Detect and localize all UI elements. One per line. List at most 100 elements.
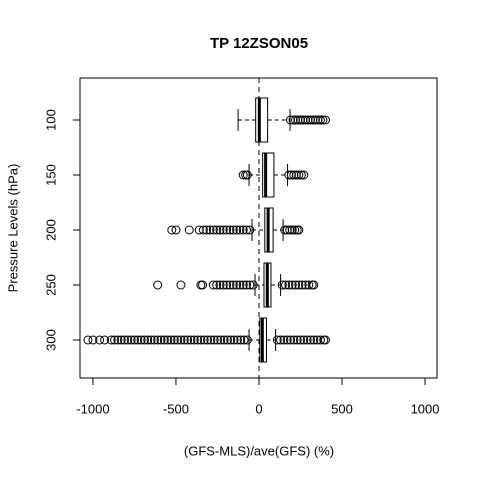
outlier	[320, 335, 330, 345]
outlier	[286, 335, 296, 345]
outlier	[149, 335, 159, 345]
outlier	[95, 335, 105, 345]
outlier	[296, 170, 306, 180]
outlier	[183, 335, 193, 345]
outlier	[291, 115, 301, 125]
outlier	[113, 335, 123, 345]
outlier	[83, 335, 93, 345]
outlier	[315, 115, 325, 125]
outlier	[226, 335, 236, 345]
outlier	[305, 335, 315, 345]
outlier	[189, 335, 199, 345]
outlier	[193, 335, 203, 345]
outlier	[276, 335, 286, 345]
outlier	[235, 280, 245, 290]
outlier	[209, 335, 219, 345]
outlier	[239, 335, 249, 345]
outlier	[300, 115, 310, 125]
outlier	[123, 335, 133, 345]
outlier	[272, 335, 282, 345]
outlier	[296, 115, 306, 125]
outlier	[287, 280, 297, 290]
outlier	[143, 335, 153, 345]
outlier	[285, 225, 295, 235]
outlier	[176, 280, 186, 290]
outlier	[232, 225, 242, 235]
outlier	[219, 335, 229, 345]
outlier	[228, 280, 238, 290]
outlier	[196, 280, 206, 290]
outlier	[212, 280, 222, 290]
outlier	[238, 225, 248, 235]
y-tick-label: 250	[43, 274, 58, 296]
outlier	[216, 335, 226, 345]
outlier	[242, 280, 252, 290]
outlier	[208, 225, 218, 235]
outlier	[279, 335, 289, 345]
outlier	[199, 335, 209, 345]
outlier	[222, 280, 232, 290]
outlier	[294, 170, 304, 180]
x-axis-label: (GFS-MLS)/ave(GFS) (%)	[184, 443, 334, 458]
outlier	[153, 335, 163, 345]
outlier	[139, 335, 149, 345]
outlier	[179, 335, 189, 345]
outlier	[176, 335, 186, 345]
outlier	[302, 335, 312, 345]
outlier	[163, 335, 173, 345]
outlier	[215, 280, 225, 290]
outlier	[245, 280, 255, 290]
outlier	[229, 335, 239, 345]
outlier	[309, 280, 319, 290]
outlier	[310, 115, 320, 125]
outlier	[133, 335, 143, 345]
outlier	[169, 335, 179, 345]
outlier	[289, 170, 299, 180]
outlier	[202, 225, 212, 235]
outlier	[294, 225, 304, 235]
outlier	[284, 280, 294, 290]
outlier	[129, 335, 139, 345]
outlier	[238, 170, 248, 180]
outlier	[236, 335, 246, 345]
outlier	[205, 225, 215, 235]
outlier	[289, 335, 299, 345]
x-tick-label: 500	[331, 401, 353, 416]
outlier	[309, 335, 319, 345]
outlier	[159, 335, 169, 345]
outlier	[232, 335, 242, 345]
outlier	[167, 225, 177, 235]
outlier	[238, 280, 248, 290]
outlier	[313, 115, 323, 125]
box	[255, 97, 269, 143]
outlier	[153, 280, 163, 290]
outlier	[222, 335, 232, 345]
outlier	[212, 225, 222, 235]
x-tick-label: -500	[163, 401, 189, 416]
box	[262, 152, 275, 198]
outlier	[203, 335, 213, 345]
outlier	[194, 225, 204, 235]
outlier	[304, 280, 314, 290]
outlier	[186, 335, 196, 345]
outlier	[232, 280, 242, 290]
x-tick-label: 1000	[411, 401, 440, 416]
outlier	[235, 225, 245, 235]
outlier	[166, 335, 176, 345]
outlier	[293, 115, 303, 125]
outlier	[218, 280, 228, 290]
outlier	[315, 335, 325, 345]
outlier	[303, 115, 313, 125]
outlier	[184, 225, 194, 235]
outlier	[320, 115, 330, 125]
y-tick-label: 300	[43, 329, 58, 351]
outlier	[292, 335, 302, 345]
outlier	[242, 225, 252, 235]
outlier	[282, 335, 292, 345]
outlier	[206, 335, 216, 345]
outlier	[106, 335, 116, 345]
outlier	[299, 335, 309, 345]
outlier	[88, 335, 98, 345]
outlier	[116, 335, 126, 345]
